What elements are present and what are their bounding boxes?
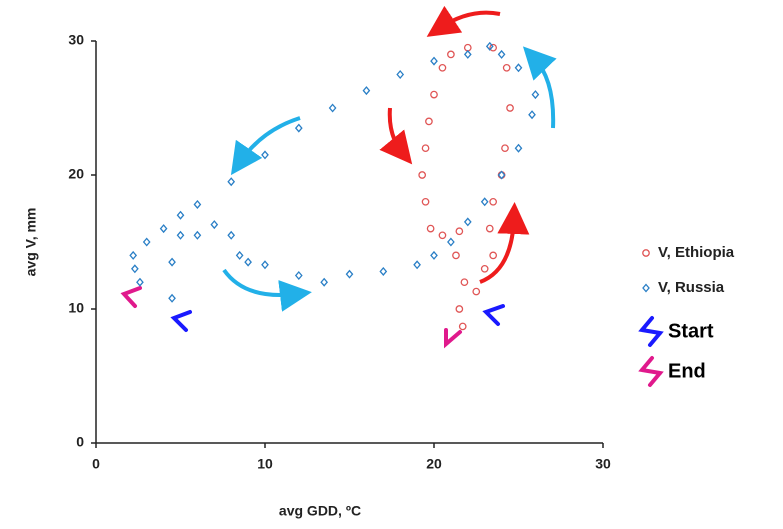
point: [426, 224, 435, 233]
start-end-arrows: [120, 286, 664, 387]
point: [421, 197, 430, 206]
point: [227, 230, 236, 240]
direction-arrows: [222, 5, 557, 312]
point: [430, 56, 438, 66]
point: [458, 322, 467, 331]
point: [193, 230, 202, 240]
point: [514, 143, 523, 153]
legend-label: Start: [668, 320, 714, 342]
point: [413, 260, 421, 270]
x-tick-label: 30: [595, 456, 611, 472]
x-tick-label: 20: [426, 456, 442, 472]
point: [176, 210, 185, 220]
point: [497, 170, 506, 180]
point: [425, 117, 433, 126]
point: [136, 277, 144, 287]
point: [489, 43, 497, 52]
point: [129, 250, 138, 260]
point: [176, 230, 185, 240]
point: [438, 231, 447, 240]
point: [159, 224, 168, 234]
point: [430, 250, 438, 260]
point: [501, 144, 509, 153]
point: [485, 41, 494, 51]
point: [210, 220, 219, 230]
y-tick-label: 30: [68, 32, 84, 48]
legend-label: V, Russia: [658, 279, 725, 296]
x-axis-label: avg GDD, ºC: [279, 503, 361, 519]
point: [455, 227, 464, 236]
point: [294, 123, 303, 133]
point: [244, 257, 252, 267]
point: [455, 305, 464, 313]
point: [497, 49, 506, 59]
point: [328, 103, 337, 113]
point: [531, 90, 540, 100]
point: [261, 260, 269, 270]
point: [235, 250, 244, 260]
point: [463, 49, 472, 59]
point: [168, 293, 176, 303]
point: [452, 251, 460, 260]
legend-marker: [642, 283, 650, 293]
point: [168, 257, 176, 267]
legend-label: End: [668, 360, 706, 382]
legend-label: V, Ethiopia: [658, 244, 735, 261]
point: [131, 264, 139, 274]
point: [193, 199, 202, 209]
y-tick-label: 20: [68, 166, 84, 182]
point: [514, 63, 523, 73]
point: [480, 197, 489, 207]
point: [227, 177, 236, 187]
point: [460, 278, 469, 287]
y-axis-label: avg V, mm: [23, 208, 39, 277]
x-tick-label: 0: [92, 456, 100, 472]
x-tick-label: 10: [257, 456, 273, 472]
y-tick-label: 10: [68, 300, 84, 316]
point: [142, 237, 151, 247]
point: [463, 217, 472, 227]
point: [480, 264, 489, 273]
point: [379, 266, 388, 276]
point: [489, 197, 497, 206]
point: [528, 110, 536, 120]
point: [294, 271, 303, 280]
point: [438, 63, 447, 72]
point: [362, 86, 371, 96]
point: [320, 277, 329, 287]
y-tick-label: 0: [76, 434, 84, 450]
point: [447, 50, 455, 59]
point: [430, 90, 438, 99]
point: [447, 237, 455, 247]
point: [502, 63, 511, 72]
point: [261, 150, 269, 160]
point: [472, 287, 481, 296]
point: [421, 144, 430, 153]
point: [345, 269, 354, 279]
point: [418, 171, 427, 179]
point: [396, 70, 405, 79]
point: [485, 224, 494, 233]
point: [489, 251, 497, 260]
legend-marker: [642, 249, 650, 257]
point: [506, 104, 514, 112]
